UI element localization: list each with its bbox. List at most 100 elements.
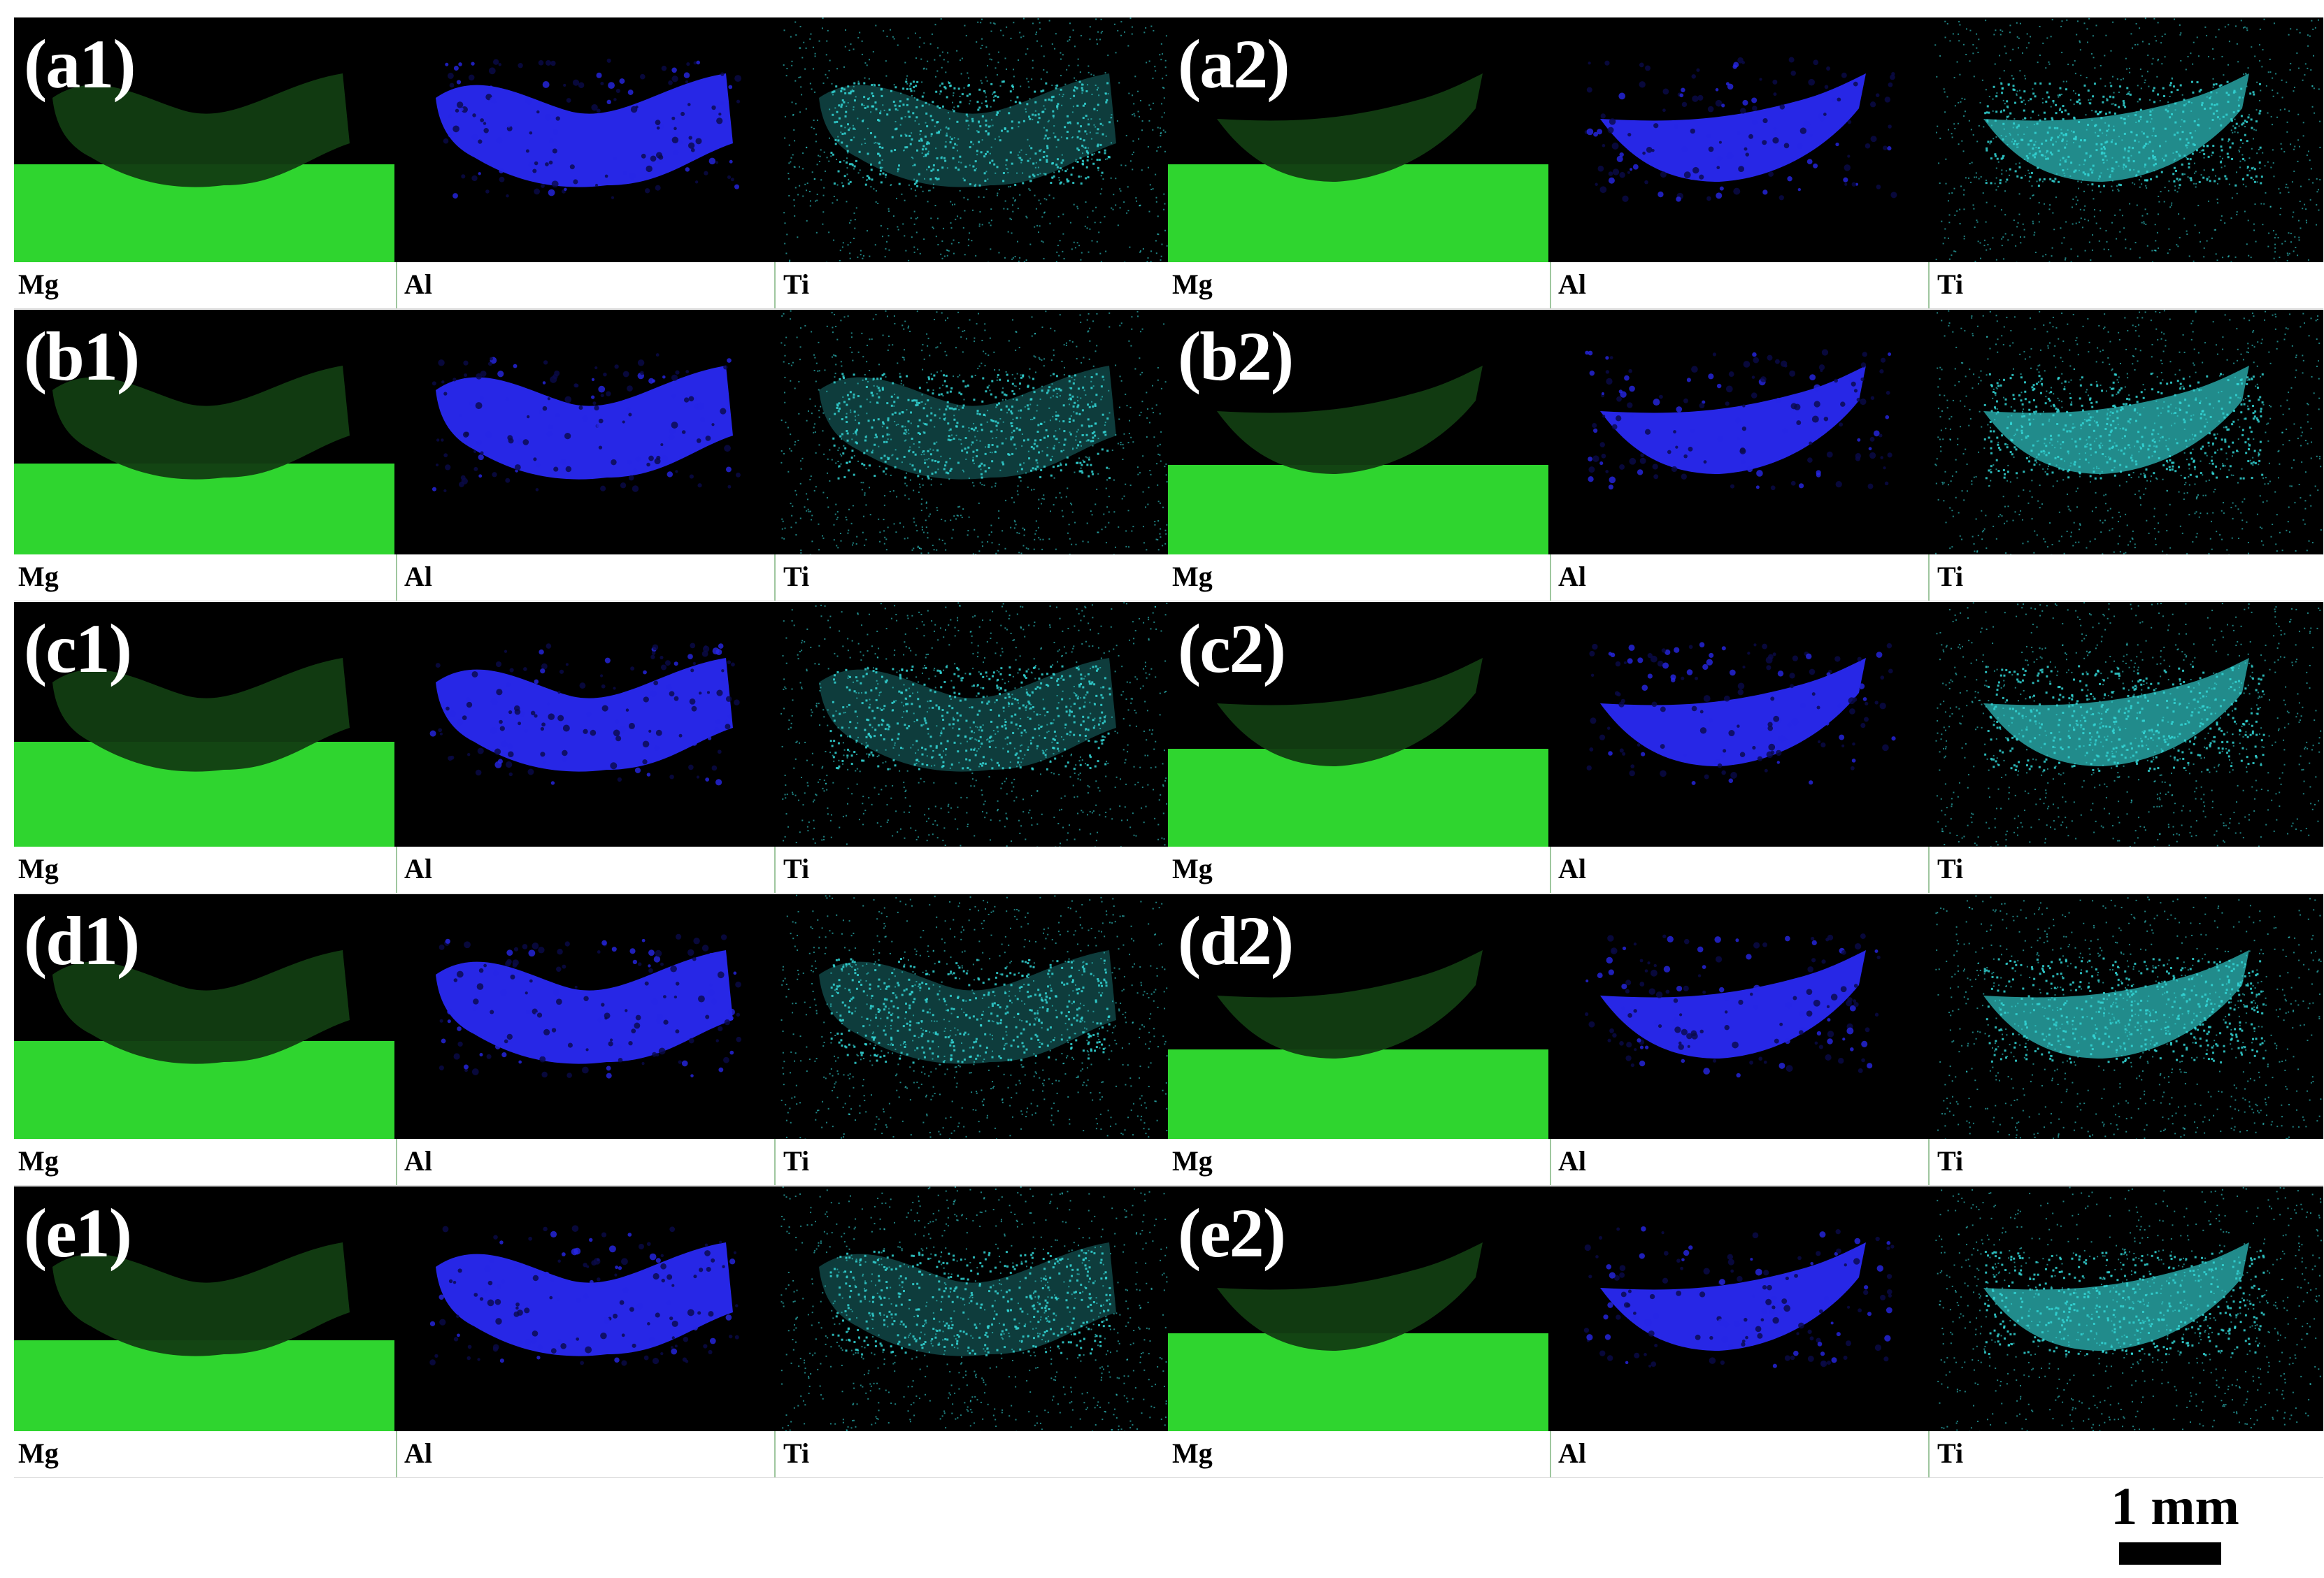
mg-map — [1168, 658, 1548, 847]
element-label-al: Al — [404, 853, 432, 884]
eds-map-image — [1168, 1186, 2323, 1431]
divider — [1550, 1139, 1551, 1185]
element-label-ti: Ti — [783, 1145, 810, 1177]
ti-map — [780, 310, 1168, 554]
divider — [396, 554, 397, 601]
scale-bar: 1 mm — [2091, 1475, 2259, 1573]
divider — [774, 554, 776, 601]
panel-a1-maps — [14, 17, 1169, 262]
panel-d1-maps — [14, 894, 1169, 1139]
ti-map — [780, 894, 1168, 1139]
panel-c1-maps — [14, 602, 1169, 847]
eds-map-image — [1168, 602, 2323, 847]
mg-map — [14, 366, 394, 554]
panel-b2-maps — [1168, 310, 2323, 554]
divider — [396, 847, 397, 893]
element-label-mg: Mg — [18, 561, 59, 592]
mg-map — [14, 950, 394, 1139]
panel-e2-maps — [1168, 1186, 2323, 1431]
divider — [1550, 554, 1551, 601]
panel-label: (e1) — [24, 1194, 132, 1272]
panel-e1: Mg Al Ti (e1) — [14, 1186, 1169, 1479]
al-map — [436, 933, 742, 1079]
ti-map — [783, 17, 1168, 262]
element-label-ti: Ti — [1937, 1145, 1964, 1177]
panel-d1: Mg Al Ti (d1) — [14, 894, 1169, 1186]
panel-c1-element-labels: Mg Al Ti — [14, 847, 1169, 894]
panel-c2-element-labels: Mg Al Ti — [1168, 847, 2323, 894]
divider — [774, 1139, 776, 1185]
al-map — [432, 353, 741, 493]
divider — [1928, 1431, 1930, 1477]
mg-map — [1168, 366, 1548, 554]
divider — [1550, 262, 1551, 308]
panel-a1-element-labels: Mg Al Ti — [14, 262, 1169, 309]
mg-map — [1168, 950, 1548, 1139]
divider — [396, 1431, 397, 1477]
panel-label: (a1) — [24, 25, 136, 103]
element-label-mg: Mg — [18, 1437, 59, 1469]
eds-map-image — [1168, 17, 2323, 262]
divider — [1550, 847, 1551, 893]
mg-map — [14, 73, 394, 262]
element-label-ti: Ti — [783, 561, 810, 592]
panel-b2: Mg Al Ti (b2) — [1168, 310, 2323, 602]
divider — [1928, 1139, 1930, 1185]
panel-b2-element-labels: Mg Al Ti — [1168, 554, 2323, 601]
panel-label: (a2) — [1178, 25, 1290, 103]
eds-map-image — [1168, 894, 2323, 1139]
divider — [1928, 554, 1930, 601]
element-label-ti: Ti — [1937, 561, 1964, 592]
mg-map — [1168, 1242, 1548, 1431]
scale-bar-line — [2119, 1542, 2221, 1565]
element-label-mg: Mg — [18, 268, 59, 300]
al-map — [1585, 349, 1892, 491]
panel-label: (d1) — [24, 902, 140, 980]
panel-b1-maps — [14, 310, 1169, 554]
al-map — [1586, 642, 1896, 785]
element-label-ti: Ti — [1937, 853, 1964, 884]
eds-map-image — [14, 602, 1169, 847]
ti-map — [1935, 1186, 2322, 1431]
mg-map — [14, 658, 394, 847]
element-label-mg: Mg — [18, 853, 59, 884]
divider — [774, 262, 776, 308]
panel-a2-element-labels: Mg Al Ti — [1168, 262, 2323, 309]
element-label-al: Al — [404, 268, 432, 300]
element-label-mg: Mg — [18, 1145, 59, 1177]
panel-label: (b1) — [24, 317, 140, 395]
element-label-al: Al — [1558, 853, 1586, 884]
divider — [1550, 1431, 1551, 1477]
ti-map — [1934, 17, 2321, 262]
panel-label: (d2) — [1178, 902, 1294, 980]
element-label-mg: Mg — [1172, 1437, 1213, 1469]
al-map — [1583, 1226, 1895, 1368]
divider — [396, 1139, 397, 1185]
panel-b1: Mg Al Ti (b1) — [14, 310, 1169, 602]
divider — [1928, 262, 1930, 308]
element-label-al: Al — [404, 1145, 432, 1177]
al-map — [436, 58, 742, 199]
panel-c2: Mg Al Ti (c2) — [1168, 602, 2323, 894]
eds-map-image — [14, 894, 1169, 1139]
element-label-mg: Mg — [1172, 561, 1213, 592]
al-map — [429, 643, 740, 786]
eds-map-image — [14, 310, 1169, 554]
panel-a1: Mg Al Ti (a1) — [14, 17, 1169, 310]
element-label-al: Al — [404, 1437, 432, 1469]
panel-a2: Mg Al Ti (a2) — [1168, 17, 2323, 310]
mg-map — [14, 1242, 394, 1431]
element-label-ti: Ti — [783, 268, 810, 300]
panel-label: (e2) — [1178, 1194, 1286, 1272]
element-label-al: Al — [1558, 561, 1586, 592]
ti-map — [780, 602, 1168, 847]
panel-b1-element-labels: Mg Al Ti — [14, 554, 1169, 601]
panel-label: (c2) — [1178, 610, 1286, 687]
eds-map-image — [1168, 310, 2323, 554]
al-map — [1584, 933, 1881, 1078]
panel-d2-element-labels: Mg Al Ti — [1168, 1139, 2323, 1186]
panel-c2-maps — [1168, 602, 2323, 847]
ti-map — [1935, 602, 2322, 847]
panel-label: (b2) — [1178, 317, 1294, 395]
